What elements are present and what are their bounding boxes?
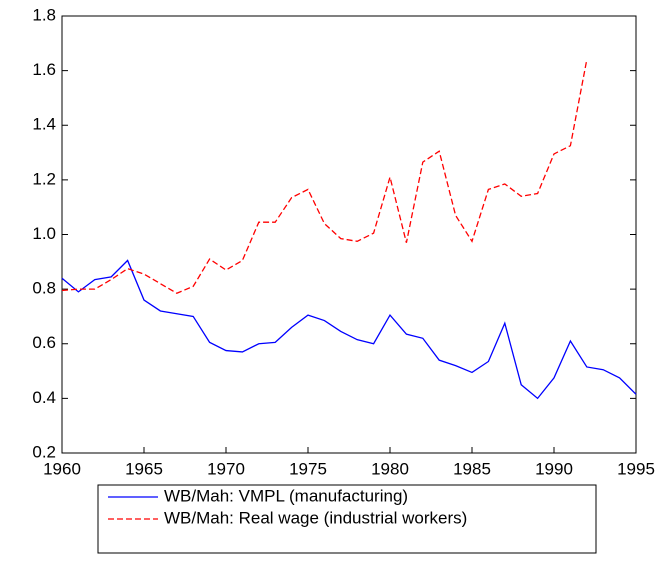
y-tick-label: 0.2 <box>32 442 56 461</box>
y-tick-label: 1.6 <box>32 60 56 79</box>
y-tick-label: 0.8 <box>32 279 56 298</box>
x-tick-label: 1990 <box>535 459 573 478</box>
x-tick-label: 1970 <box>207 459 245 478</box>
x-tick-label: 1975 <box>289 459 327 478</box>
y-tick-label: 1.8 <box>32 5 56 24</box>
legend-label: WB/Mah: Real wage (industrial workers) <box>164 508 467 527</box>
y-tick-label: 1.2 <box>32 169 56 188</box>
x-tick-label: 1980 <box>371 459 409 478</box>
y-tick-label: 0.4 <box>32 388 56 407</box>
series-line <box>61 259 637 400</box>
y-tick-label: 1.4 <box>32 115 56 134</box>
x-tick-label: 1960 <box>43 459 81 478</box>
y-tick-label: 0.6 <box>32 333 56 352</box>
legend-label: WB/Mah: VMPL (manufacturing) <box>164 486 408 505</box>
x-tick-label: 1985 <box>453 459 491 478</box>
series-line <box>61 59 588 294</box>
x-tick-label: 1995 <box>617 459 655 478</box>
plot-frame <box>61 15 637 454</box>
x-tick-label: 1965 <box>125 459 163 478</box>
y-tick-label: 1.0 <box>32 224 56 243</box>
legend-box <box>97 484 597 554</box>
